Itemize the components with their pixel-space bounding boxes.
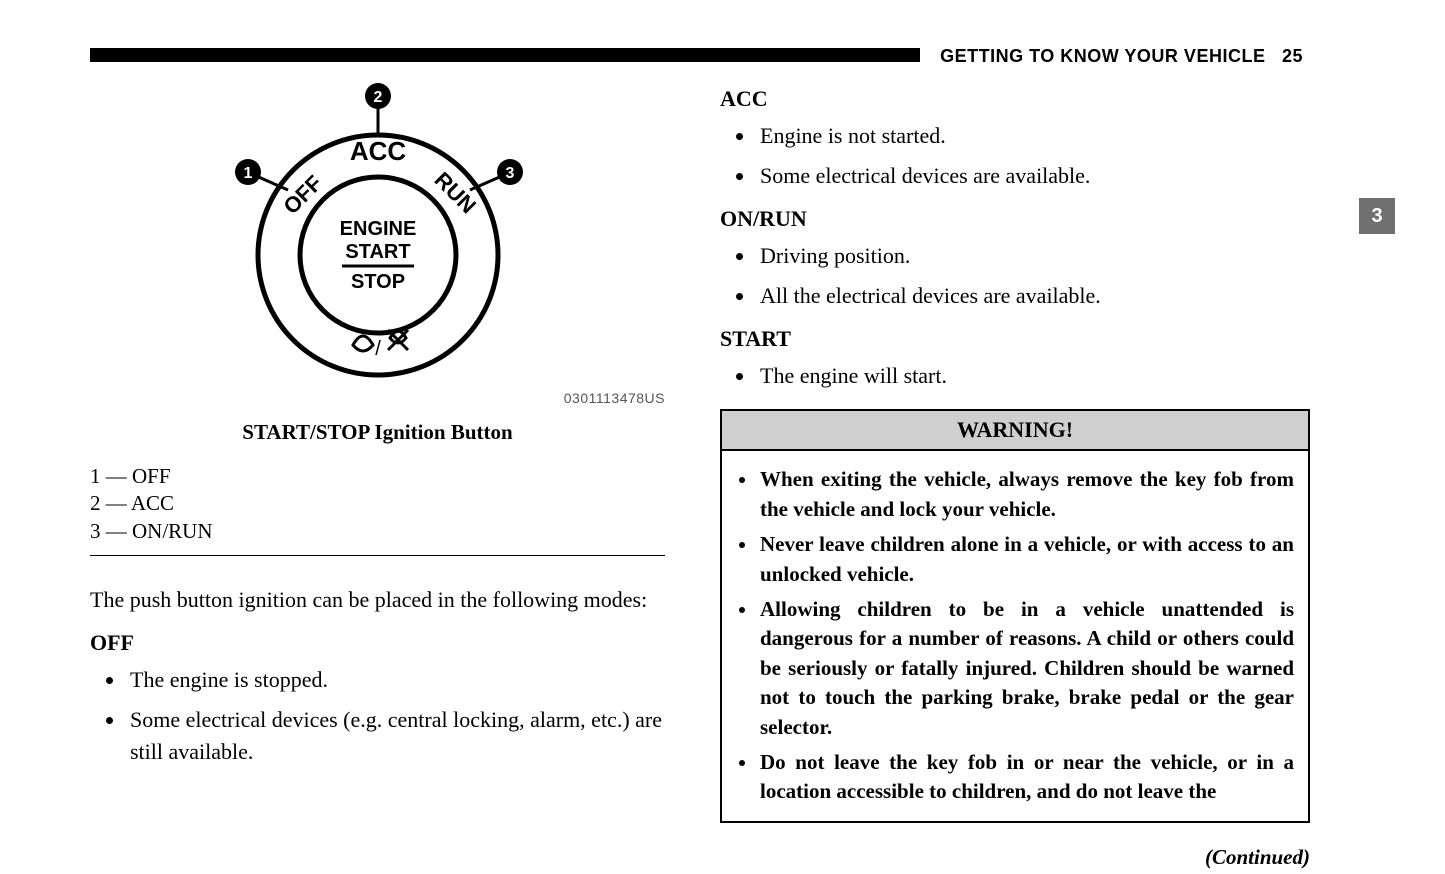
page-number: 25 [1282, 46, 1303, 66]
warning-list: When exiting the vehicle, always remove … [736, 465, 1294, 806]
list-item: The engine is stopped. [126, 664, 665, 696]
right-column: ACC Engine is not started. Some electric… [720, 80, 1310, 870]
list-item: The engine will start. [756, 360, 1310, 392]
list-item: Some electrical devices are available. [756, 160, 1310, 192]
off-heading: OFF [90, 630, 665, 656]
diagram-caption: START/STOP Ignition Button [90, 420, 665, 445]
warning-title: WARNING! [722, 411, 1308, 451]
callout-1: 1 [243, 165, 252, 182]
page-header: GETTING TO KNOW YOUR VEHICLE 25 [940, 46, 1303, 67]
start-heading: START [720, 326, 1310, 352]
list-item: Do not leave the key fob in or near the … [758, 748, 1294, 807]
header-stripe [90, 48, 920, 62]
page-columns: OFF ACC RUN ENGINE START STOP / [90, 80, 1395, 870]
onrun-list: Driving position. All the electrical dev… [720, 240, 1310, 312]
continued-label: (Continued) [720, 845, 1310, 870]
left-column: OFF ACC RUN ENGINE START STOP / [90, 80, 665, 870]
acc-heading: ACC [720, 86, 1310, 112]
start-list: The engine will start. [720, 360, 1310, 392]
center-line-3: STOP [350, 271, 404, 293]
list-item: Some electrical devices (e.g. central lo… [126, 704, 665, 768]
legend-row: 2 — ACC [90, 490, 665, 517]
list-item: Engine is not started. [756, 120, 1310, 152]
slash-icon: / [375, 338, 381, 360]
list-item: When exiting the vehicle, always remove … [758, 465, 1294, 524]
legend-row: 3 — ON/RUN [90, 518, 665, 545]
ignition-diagram: OFF ACC RUN ENGINE START STOP / [90, 80, 665, 410]
warning-box: WARNING! When exiting the vehicle, alway… [720, 409, 1310, 822]
off-list: The engine is stopped. Some electrical d… [90, 664, 665, 768]
section-title: GETTING TO KNOW YOUR VEHICLE [940, 46, 1265, 66]
label-run: RUN [429, 167, 480, 218]
no-foot-icon [388, 330, 408, 350]
callout-2: 2 [373, 89, 382, 106]
intro-text: The push button ignition can be placed i… [90, 584, 665, 616]
foot-brake-icon [353, 336, 373, 351]
center-line-1: ENGINE [339, 218, 416, 240]
diagram-legend: 1 — OFF 2 — ACC 3 — ON/RUN [90, 463, 665, 556]
center-line-2: START [345, 241, 410, 263]
list-item: All the electrical devices are available… [756, 280, 1310, 312]
legend-row: 1 — OFF [90, 463, 665, 490]
warning-body: When exiting the vehicle, always remove … [722, 451, 1308, 820]
chapter-tab: 3 [1359, 198, 1395, 234]
label-acc: ACC [349, 136, 406, 166]
diagram-code: 0301113478US [564, 390, 665, 406]
onrun-heading: ON/RUN [720, 206, 1310, 232]
list-item: Driving position. [756, 240, 1310, 272]
list-item: Never leave children alone in a vehicle,… [758, 530, 1294, 589]
ignition-diagram-svg: OFF ACC RUN ENGINE START STOP / [198, 80, 558, 400]
list-item: Allowing children to be in a vehicle una… [758, 595, 1294, 742]
callout-3: 3 [505, 165, 514, 182]
acc-list: Engine is not started. Some electrical d… [720, 120, 1310, 192]
